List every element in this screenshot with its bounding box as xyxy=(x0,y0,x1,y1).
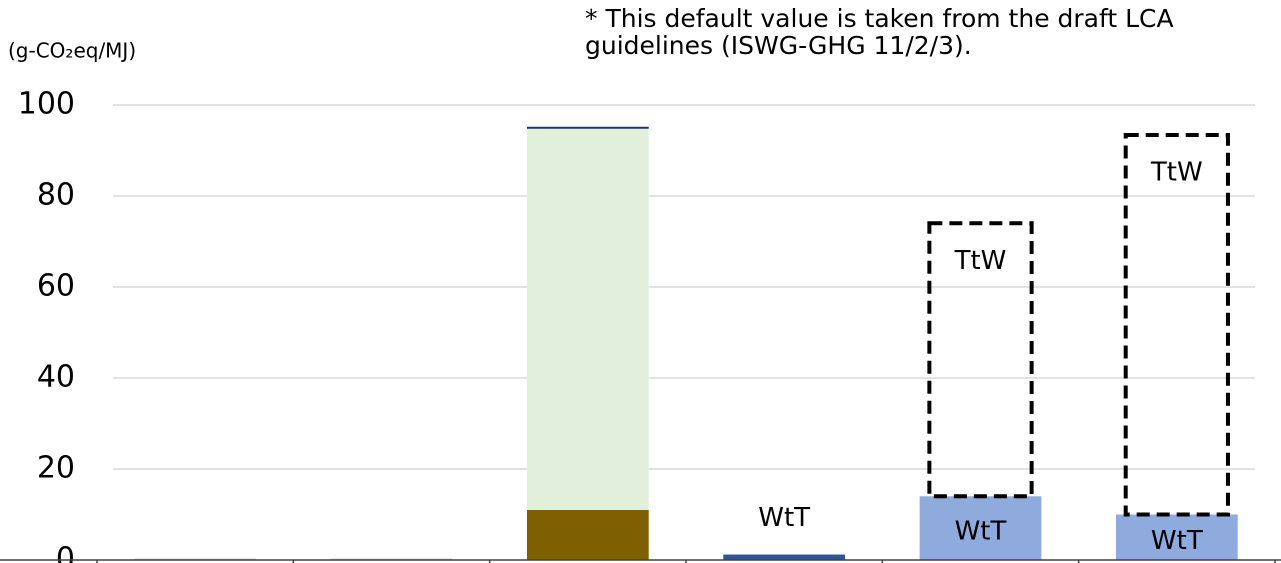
segment-label: TtW xyxy=(1150,158,1203,188)
bar-segment xyxy=(1115,514,1238,560)
note: guidelines (ISWG-GHG 11/2/3). xyxy=(585,31,972,60)
unit-label: (g-CO₂eq/MJ) xyxy=(8,39,136,63)
bar-segment xyxy=(927,221,1034,499)
note: * This default value is taken from the d… xyxy=(585,4,1174,33)
segment-label: WtT xyxy=(955,517,1007,547)
segment-label: TtW xyxy=(954,246,1007,276)
bar-segment xyxy=(526,509,649,560)
segment-label: WtT xyxy=(758,503,810,533)
bar-segment xyxy=(723,554,846,560)
y-tick-label: 80 xyxy=(37,178,75,213)
bar-segment xyxy=(919,496,1042,560)
y-tick-label: 40 xyxy=(37,360,75,395)
bar-segment xyxy=(1123,133,1230,517)
y-tick-label: 100 xyxy=(18,87,75,122)
segment-label: WtT xyxy=(1151,526,1203,556)
y-tick-label: 20 xyxy=(37,451,75,486)
y-tick-label: 60 xyxy=(37,269,75,304)
bar-segment xyxy=(526,127,649,510)
y-tick-label: 0 xyxy=(56,542,75,563)
